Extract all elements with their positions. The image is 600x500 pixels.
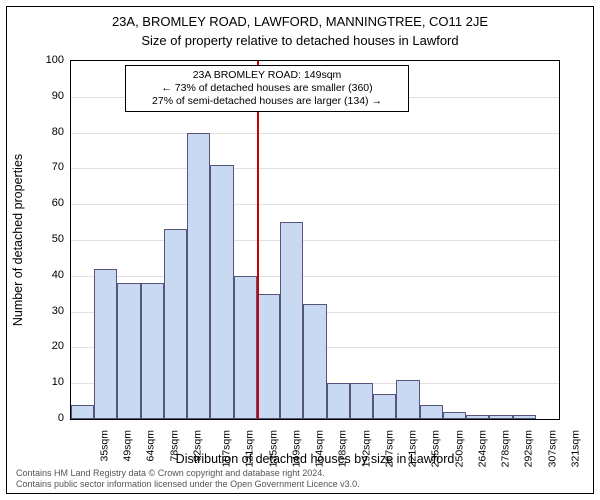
x-tick-label: 207sqm (383, 430, 395, 467)
histogram-bar (234, 276, 257, 419)
x-tick-label: 221sqm (406, 430, 418, 467)
histogram-bar (466, 415, 489, 419)
figure-container: 23A, BROMLEY ROAD, LAWFORD, MANNINGTREE,… (0, 0, 600, 500)
x-tick-label: 278sqm (499, 430, 511, 467)
x-tick-label: 49sqm (122, 430, 134, 462)
x-tick-label: 92sqm (191, 430, 203, 462)
chart-title-line1: 23A, BROMLEY ROAD, LAWFORD, MANNINGTREE,… (0, 14, 600, 29)
annotation-line1: 23A BROMLEY ROAD: 149sqm (132, 69, 402, 82)
x-tick-label: 164sqm (314, 430, 326, 467)
y-tick-label: 20 (34, 340, 64, 352)
histogram-bar (71, 405, 94, 419)
reference-line (257, 61, 259, 419)
gridline (71, 204, 559, 205)
x-tick-label: 35sqm (99, 430, 111, 462)
histogram-bar (489, 415, 512, 419)
y-tick-label: 70 (34, 161, 64, 173)
histogram-bar (327, 383, 350, 419)
histogram-bar (117, 283, 140, 419)
y-tick-label: 0 (34, 412, 64, 424)
x-tick-label: 250sqm (453, 430, 465, 467)
x-tick-label: 78sqm (168, 430, 180, 462)
y-tick-label: 30 (34, 305, 64, 317)
footer-line2: Contains public sector information licen… (16, 479, 360, 490)
x-tick-label: 135sqm (267, 430, 279, 467)
x-tick-label: 307sqm (546, 430, 558, 467)
y-tick-label: 10 (34, 376, 64, 388)
histogram-bar (141, 283, 164, 419)
x-tick-label: 107sqm (221, 430, 233, 467)
histogram-bar (257, 294, 280, 419)
x-tick-label: 321sqm (569, 430, 581, 467)
histogram-bar (210, 165, 233, 419)
histogram-bar (350, 383, 373, 419)
histogram-bar (187, 133, 210, 419)
chart-title-line2: Size of property relative to detached ho… (0, 33, 600, 48)
x-tick-label: 149sqm (290, 430, 302, 467)
x-tick-label: 292sqm (523, 430, 535, 467)
x-tick-label: 192sqm (360, 430, 372, 467)
y-tick-label: 100 (34, 54, 64, 66)
x-tick-label: 235sqm (430, 430, 442, 467)
footer-line1: Contains HM Land Registry data © Crown c… (16, 468, 360, 479)
plot-area (70, 60, 560, 420)
footer-attribution: Contains HM Land Registry data © Crown c… (16, 468, 360, 491)
y-tick-label: 90 (34, 90, 64, 102)
gridline (71, 168, 559, 169)
gridline (71, 240, 559, 241)
y-tick-label: 50 (34, 233, 64, 245)
histogram-bar (396, 380, 419, 419)
y-axis-label: Number of detached properties (11, 154, 25, 326)
histogram-bar (373, 394, 396, 419)
histogram-bar (303, 304, 326, 419)
gridline (71, 276, 559, 277)
gridline (71, 133, 559, 134)
annotation-line3: 27% of semi-detached houses are larger (… (132, 95, 402, 108)
x-tick-label: 64sqm (145, 430, 157, 462)
y-tick-label: 60 (34, 197, 64, 209)
histogram-bar (94, 269, 117, 419)
histogram-bar (420, 405, 443, 419)
y-tick-label: 40 (34, 269, 64, 281)
annotation-box: 23A BROMLEY ROAD: 149sqm← 73% of detache… (125, 65, 409, 112)
annotation-line2: ← 73% of detached houses are smaller (36… (132, 82, 402, 95)
histogram-bar (280, 222, 303, 419)
histogram-bar (443, 412, 466, 419)
histogram-bar (164, 229, 187, 419)
x-tick-label: 178sqm (337, 430, 349, 467)
x-tick-label: 264sqm (476, 430, 488, 467)
x-tick-label: 121sqm (244, 430, 256, 467)
y-tick-label: 80 (34, 126, 64, 138)
histogram-bar (513, 415, 536, 419)
